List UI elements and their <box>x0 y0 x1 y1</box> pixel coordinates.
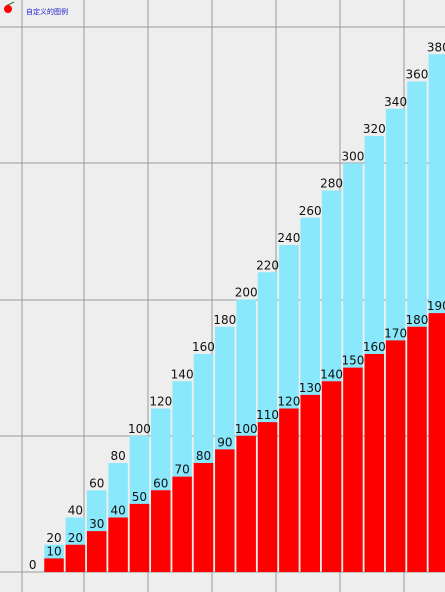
data-label-series-1-9: 180 <box>213 313 236 327</box>
bar-series-2-11 <box>257 422 278 573</box>
data-label-series-2-7: 70 <box>174 463 189 477</box>
data-label-series-2-6: 60 <box>153 476 168 490</box>
data-label-series-1-13: 260 <box>299 204 322 218</box>
data-label-series-2-16: 160 <box>363 340 386 354</box>
legend-marker-icon <box>4 5 12 13</box>
bar-series-2-17 <box>385 340 406 573</box>
bar-series-2-9 <box>215 449 235 573</box>
data-label-series-1-1: 20 <box>46 531 61 545</box>
data-label-series-1-16: 320 <box>363 122 386 136</box>
data-label-series-2-2: 20 <box>68 531 83 545</box>
data-label-series-2-17: 170 <box>384 326 407 340</box>
data-label-series-2-5: 50 <box>132 490 147 504</box>
data-labels: 0204060801001201401601802002202402602803… <box>29 40 445 572</box>
data-label-series-2-9: 90 <box>217 435 232 449</box>
data-label-series-1-0: 0 <box>29 558 37 572</box>
data-label-series-1-14: 280 <box>320 177 343 191</box>
bar-series-2-15 <box>343 367 363 573</box>
data-label-series-2-4: 40 <box>110 504 125 518</box>
data-label-series-1-11: 220 <box>256 258 279 272</box>
bar-series-2-10 <box>236 435 256 572</box>
data-label-series-2-1: 10 <box>46 544 61 558</box>
bar-series-2-2 <box>65 544 86 572</box>
data-label-series-1-10: 200 <box>235 286 258 300</box>
data-label-series-1-3: 60 <box>89 476 104 490</box>
data-label-series-1-12: 240 <box>277 231 300 245</box>
data-label-series-2-8: 80 <box>196 449 211 463</box>
data-label-series-2-10: 100 <box>235 422 258 436</box>
bar-series-2-8 <box>193 463 214 572</box>
data-label-series-1-7: 140 <box>171 367 194 381</box>
bar-series-2-14 <box>321 381 342 572</box>
data-label-series-2-12: 120 <box>277 395 300 409</box>
data-label-series-1-17: 340 <box>384 95 407 109</box>
bar-series-2-5 <box>129 503 150 573</box>
data-label-series-1-2: 40 <box>68 504 83 518</box>
bar-series-2-16 <box>364 354 385 572</box>
data-label-series-1-5: 100 <box>128 422 151 436</box>
data-label-series-1-15: 300 <box>341 149 364 163</box>
series-2-bars <box>44 313 445 573</box>
bar-series-2-3 <box>86 531 107 573</box>
data-label-series-2-18: 180 <box>406 313 429 327</box>
data-label-series-1-18: 360 <box>406 68 429 82</box>
data-label-series-2-3: 30 <box>89 517 104 531</box>
bar-series-2-4 <box>108 517 128 572</box>
bar-series-2-13 <box>300 394 320 573</box>
chart-legend: 自定义的图例 <box>4 1 68 16</box>
data-label-series-2-15: 150 <box>341 354 364 368</box>
data-label-series-2-11: 110 <box>256 408 279 422</box>
bar-series-2-7 <box>172 476 192 573</box>
bar-series-2-12 <box>279 408 299 572</box>
bar-series-2-6 <box>151 490 171 572</box>
data-label-series-1-6: 120 <box>149 395 172 409</box>
data-label-series-2-19: 190 <box>427 299 445 313</box>
data-label-series-1-19: 380 <box>427 40 445 54</box>
data-label-series-2-13: 130 <box>299 381 322 395</box>
bar-series-2-18 <box>407 326 427 572</box>
data-label-series-1-8: 160 <box>192 340 215 354</box>
data-label-series-2-14: 140 <box>320 367 343 381</box>
legend-label: 自定义的图例 <box>26 7 68 16</box>
data-label-series-1-4: 80 <box>110 449 125 463</box>
bar-series-2-1 <box>44 558 64 573</box>
bar-series-2-19 <box>428 313 445 573</box>
